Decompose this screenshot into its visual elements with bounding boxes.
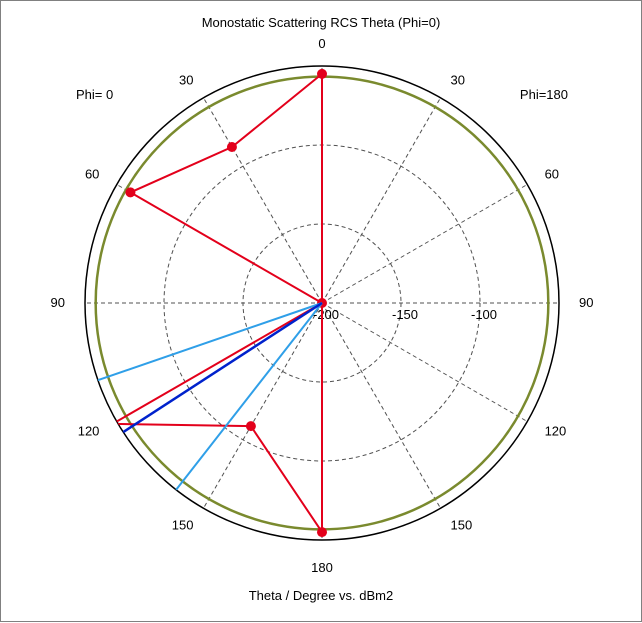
svg-text:Phi=180: Phi=180 — [520, 87, 568, 102]
svg-text:60: 60 — [85, 167, 99, 182]
svg-text:120: 120 — [545, 424, 567, 439]
svg-text:30: 30 — [451, 72, 465, 87]
svg-text:150: 150 — [172, 518, 194, 533]
polar-chart: -200-150-1000180303060609090120120150150… — [1, 1, 642, 623]
svg-text:60: 60 — [545, 167, 559, 182]
svg-text:30: 30 — [179, 72, 193, 87]
svg-text:0: 0 — [318, 36, 325, 51]
svg-text:-150: -150 — [392, 307, 418, 322]
chart-footer: Theta / Degree vs. dBm2 — [1, 588, 641, 603]
svg-text:90: 90 — [579, 295, 593, 310]
svg-text:90: 90 — [51, 295, 65, 310]
svg-text:-100: -100 — [471, 307, 497, 322]
svg-text:Phi= 0: Phi= 0 — [76, 87, 113, 102]
chart-frame: Monostatic Scattering RCS Theta (Phi=0) … — [0, 0, 642, 622]
svg-text:120: 120 — [78, 424, 100, 439]
svg-text:150: 150 — [451, 518, 473, 533]
svg-text:180: 180 — [311, 560, 333, 575]
